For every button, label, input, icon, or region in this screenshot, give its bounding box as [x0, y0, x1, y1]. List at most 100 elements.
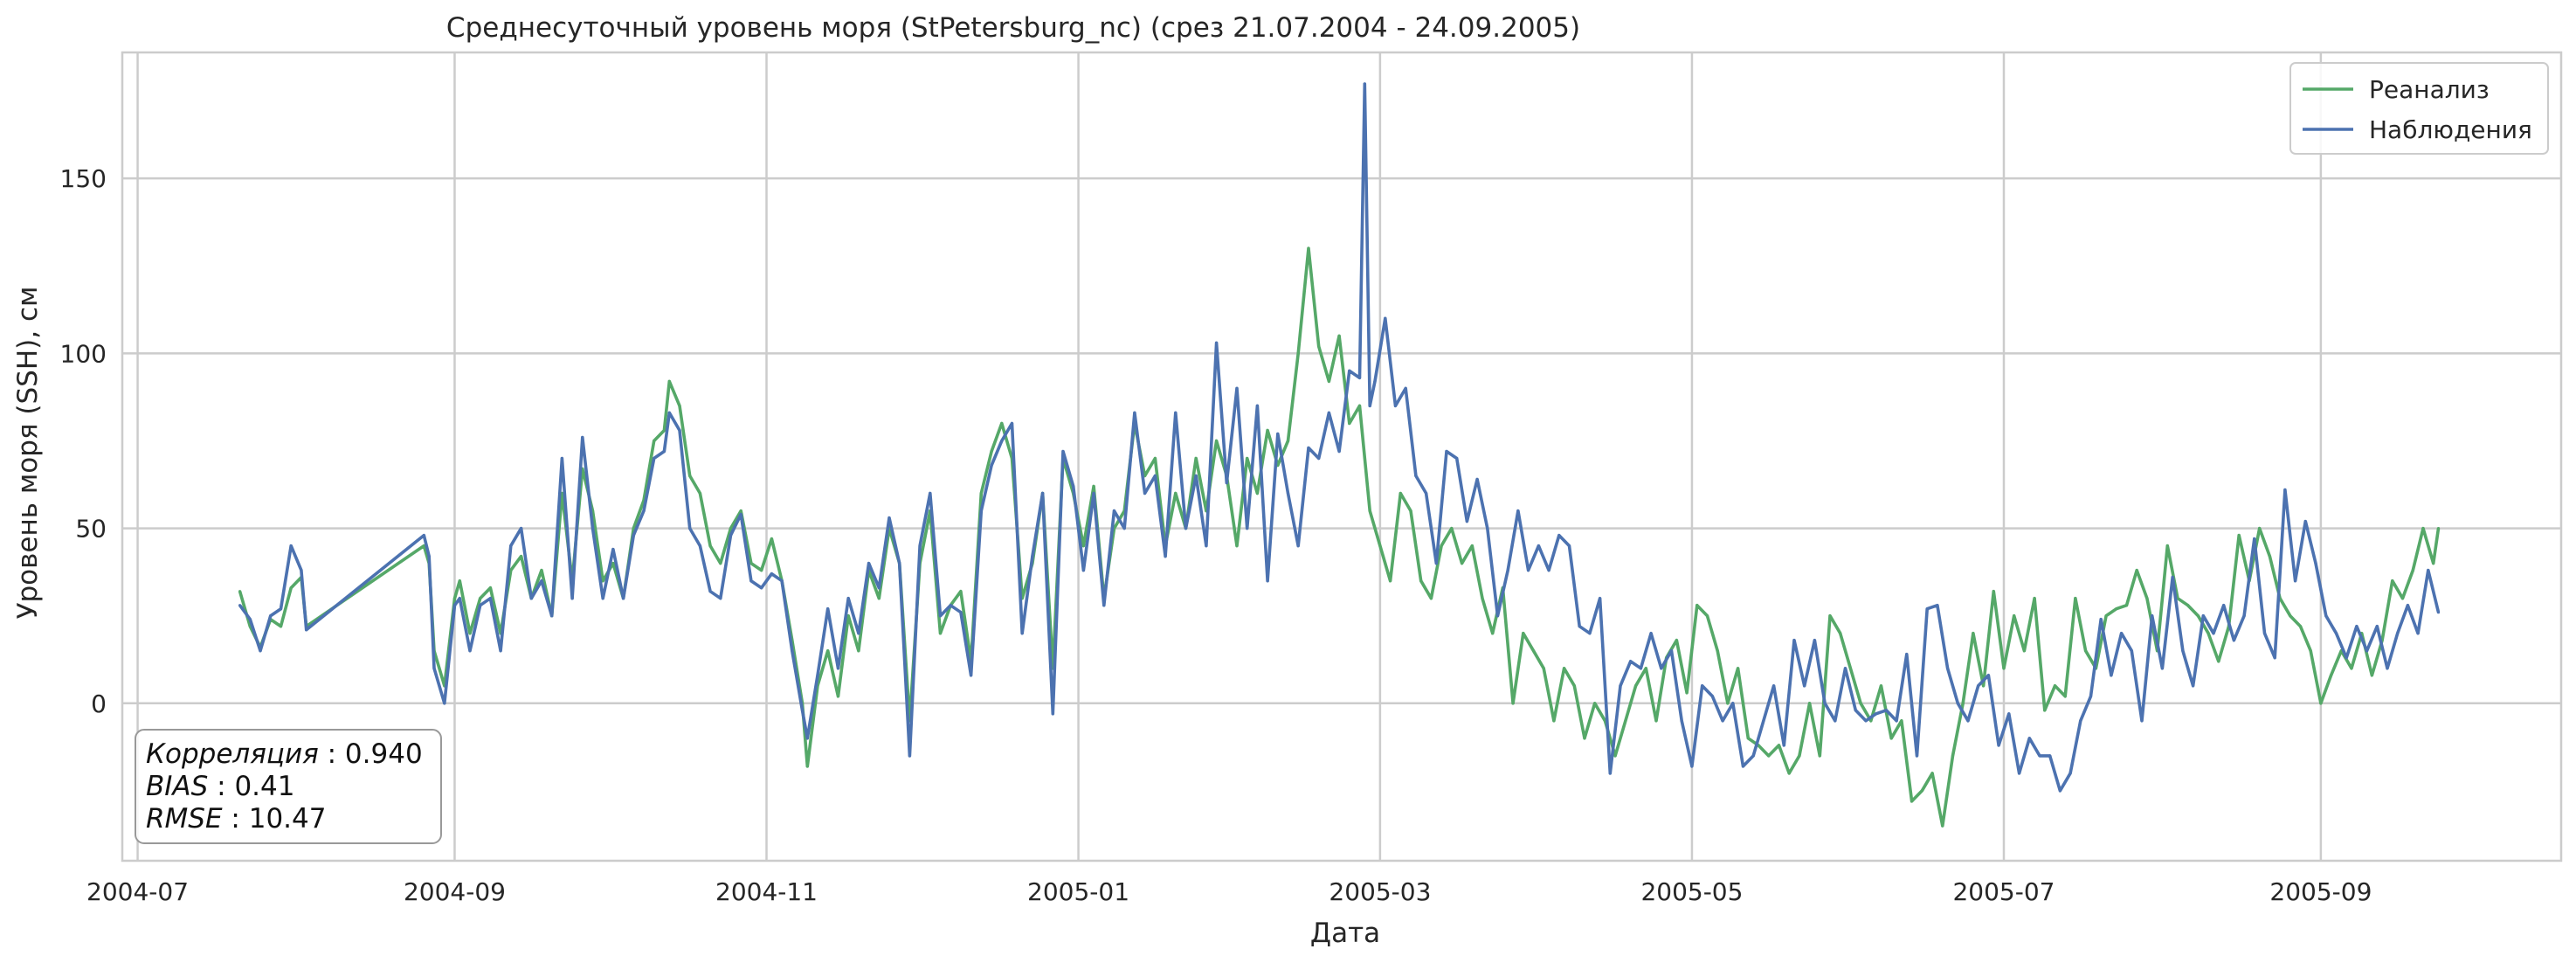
y-tick-label: 50 [75, 515, 107, 544]
data-point [749, 562, 753, 565]
data-point [1869, 719, 1873, 723]
data-point [836, 695, 840, 698]
data-point [1787, 772, 1791, 775]
data-point [499, 649, 502, 653]
data-point [1511, 702, 1515, 705]
data-point [653, 439, 656, 443]
data-point [2140, 719, 2144, 723]
stats-line: BIAS : 0.41 [146, 771, 294, 802]
data-point [300, 569, 303, 572]
data-point [1348, 369, 1351, 372]
data-point [1710, 695, 1714, 698]
data-point [2068, 772, 2072, 775]
data-point [581, 435, 584, 440]
data-point [1337, 334, 1341, 337]
data-point [1246, 527, 1249, 530]
data-point [1031, 555, 1034, 558]
data-point [877, 586, 881, 590]
data-point [2048, 754, 2052, 758]
data-point [2391, 579, 2394, 583]
data-point [2192, 684, 2195, 688]
data-point [2406, 604, 2409, 607]
data-point [1644, 667, 1647, 670]
data-point [1000, 421, 1004, 426]
legend-label: Наблюдения [2369, 115, 2532, 144]
data-point [2022, 649, 2026, 653]
data-point [540, 569, 543, 572]
data-point [1194, 474, 1198, 478]
data-point [708, 544, 712, 548]
data-point [688, 527, 692, 530]
data-point [1112, 509, 1116, 513]
stats-frame [135, 729, 442, 844]
data-point [1174, 411, 1178, 414]
data-point [1122, 527, 1126, 530]
data-point [698, 544, 702, 548]
data-point [979, 509, 983, 513]
data-point [1608, 772, 1612, 775]
data-point [1337, 449, 1341, 454]
stats-key: BIAS [146, 771, 208, 802]
data-point [1205, 544, 1208, 548]
data-point [1465, 520, 1468, 523]
data-point [1859, 702, 1862, 705]
stats-colon: : [208, 771, 234, 802]
data-point [1357, 376, 1362, 379]
data-point [2089, 695, 2093, 698]
data-point [2400, 597, 2405, 600]
data-point [1092, 484, 1095, 488]
data-point [1705, 614, 1709, 618]
data-point [1393, 404, 1398, 407]
series-observations [238, 82, 2441, 793]
data-point [1680, 719, 1683, 723]
data-point [1061, 449, 1065, 454]
data-point [1440, 544, 1443, 548]
legend-box [2289, 62, 2549, 155]
data-point [1813, 639, 1816, 642]
data-point [2303, 520, 2307, 523]
data-point [2033, 597, 2036, 600]
data-point [2196, 614, 2200, 618]
data-point [2145, 597, 2149, 600]
legend: Реанализ Наблюдения [2289, 62, 2549, 155]
data-point [279, 625, 283, 628]
data-point [1992, 590, 1995, 593]
data-point [1583, 737, 1586, 740]
data-point [846, 614, 850, 618]
data-point [1951, 754, 1955, 758]
data-point [1966, 719, 1970, 723]
data-point [2416, 632, 2420, 635]
data-point [826, 607, 830, 611]
data-point [2432, 562, 2435, 565]
data-point [662, 449, 666, 454]
y-tick-label: 0 [91, 689, 107, 718]
stats-line: Корреляция : 0.940 [146, 738, 423, 770]
data-point [2135, 569, 2138, 572]
data-point [2120, 632, 2124, 635]
data-point [1599, 597, 1602, 600]
x-axis-title: Дата [1310, 918, 1380, 949]
data-point [970, 674, 973, 677]
data-point [1997, 744, 2000, 747]
data-point [1194, 456, 1198, 461]
data-point [698, 491, 702, 495]
data-point [1531, 649, 1536, 653]
data-point [422, 534, 425, 537]
plot-frame [121, 51, 2563, 863]
data-point [1613, 754, 1617, 758]
stats-line: RMSE : 10.47 [146, 803, 326, 835]
data-point [2386, 667, 2389, 670]
data-point [2396, 632, 2400, 635]
data-point [2130, 649, 2133, 653]
data-point [1246, 456, 1249, 461]
data-point [1695, 604, 1699, 607]
ticks: 2004-07 2004-09 2004-11 2005-01 2005-03 2005-… [60, 164, 2372, 906]
data-point [2355, 625, 2358, 628]
data-point [1854, 709, 1857, 712]
data-point [1455, 456, 1459, 461]
data-point [1506, 569, 1509, 572]
data-point [422, 544, 425, 548]
data-point [1475, 477, 1479, 482]
data-point [1215, 341, 1219, 344]
data-point [1823, 702, 1827, 705]
